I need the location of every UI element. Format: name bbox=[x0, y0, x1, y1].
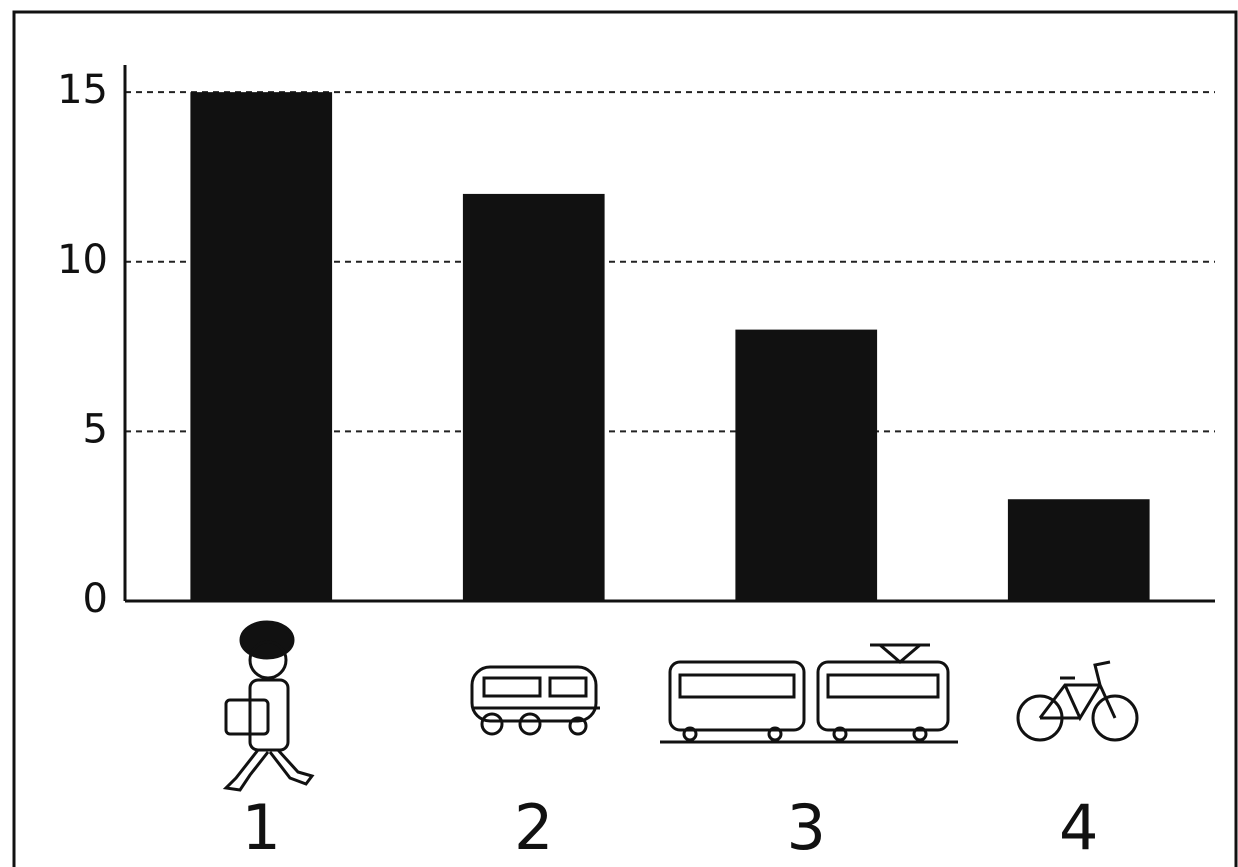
x-tick-label: 4 bbox=[1059, 791, 1098, 864]
bicycle-icon bbox=[1018, 662, 1137, 740]
bar bbox=[190, 92, 332, 601]
chart: 0 5 10 15 1 2 3 4 bbox=[0, 0, 1238, 867]
person-icon bbox=[226, 622, 312, 790]
y-tick-label: 15 bbox=[57, 67, 108, 113]
tram-icon bbox=[660, 645, 958, 742]
bar bbox=[1008, 499, 1150, 601]
y-tick-label: 5 bbox=[83, 406, 108, 452]
x-tick-label: 1 bbox=[242, 791, 281, 864]
bus-icon bbox=[472, 667, 600, 734]
icons bbox=[226, 622, 1137, 790]
y-tick-label: 10 bbox=[57, 237, 108, 283]
y-tick-label: 0 bbox=[83, 576, 108, 622]
x-tick-label: 3 bbox=[787, 791, 826, 864]
x-tick-label: 2 bbox=[514, 791, 553, 864]
bar bbox=[463, 194, 605, 601]
bar bbox=[735, 330, 877, 601]
